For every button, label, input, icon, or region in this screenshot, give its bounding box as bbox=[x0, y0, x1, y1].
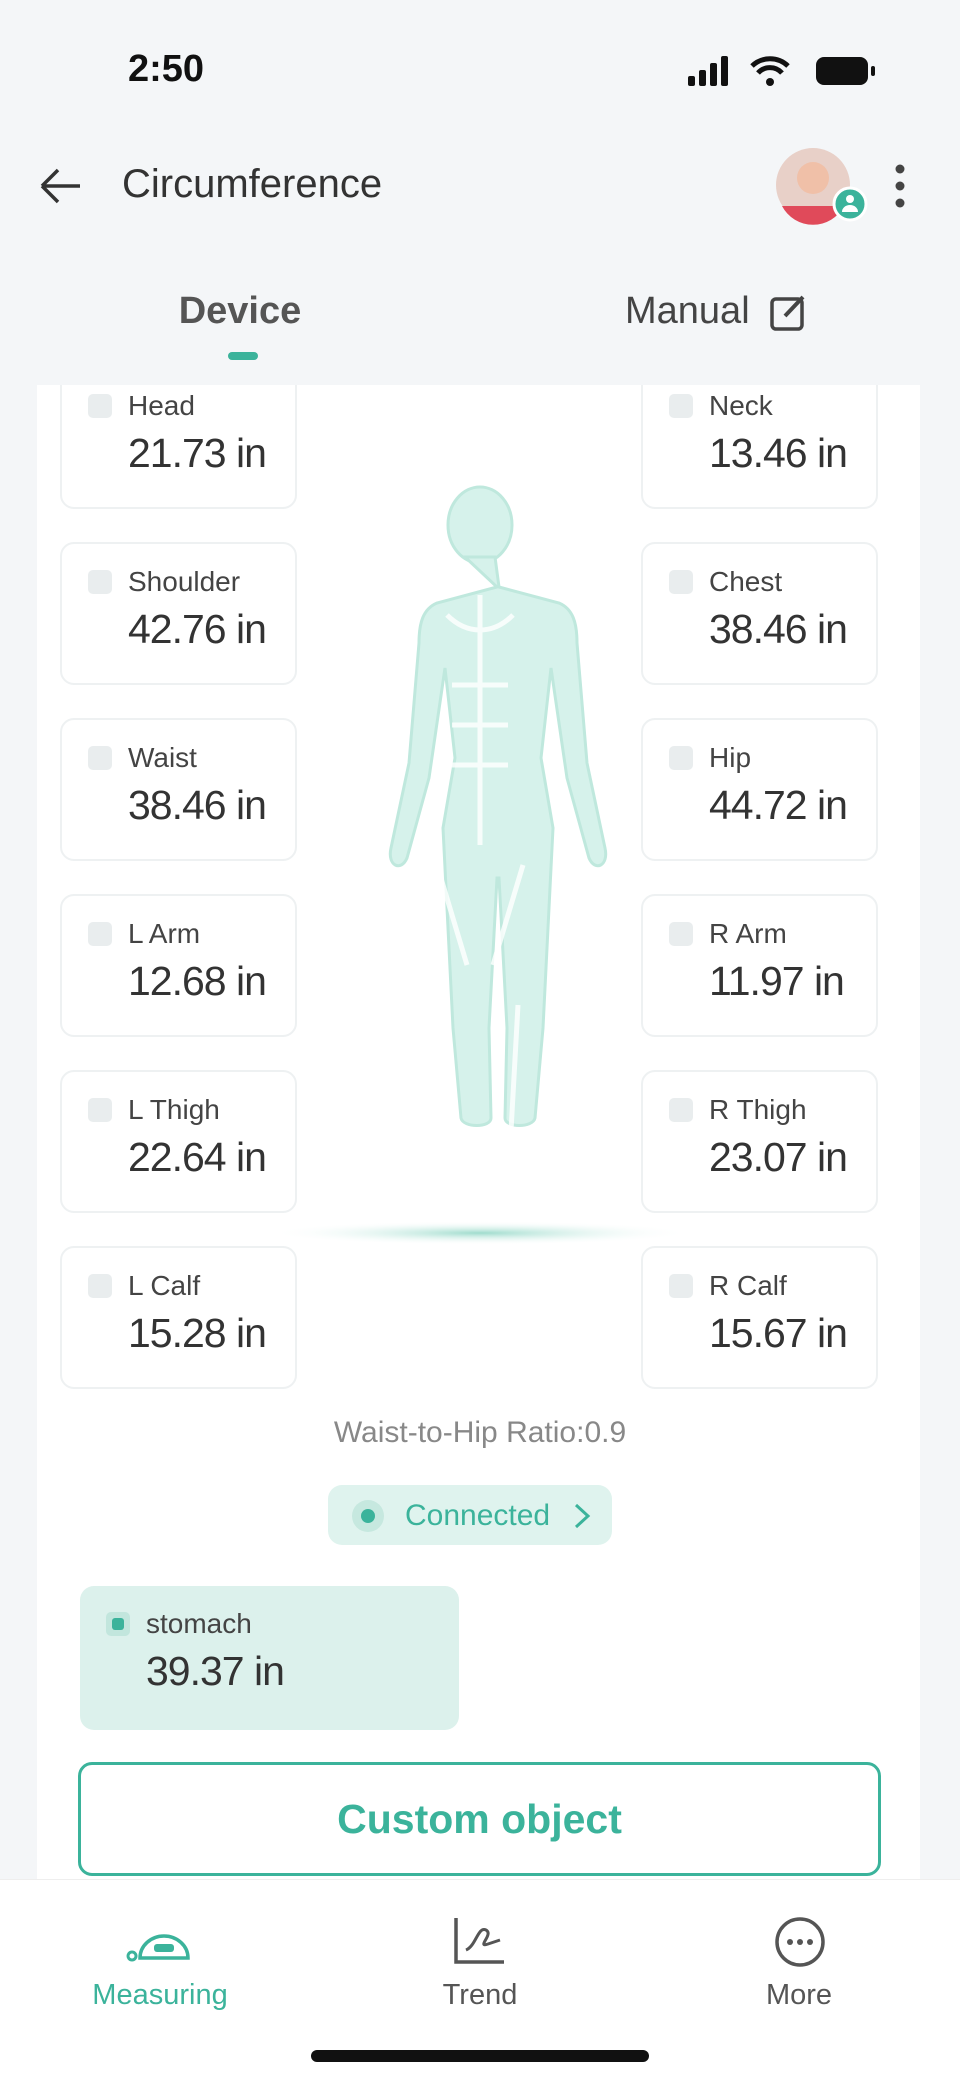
back-button[interactable] bbox=[38, 166, 82, 206]
page-title: Circumference bbox=[122, 162, 383, 206]
measure-value: 11.97 in bbox=[709, 958, 845, 1004]
measuring-icon bbox=[126, 1934, 190, 1962]
connection-pill[interactable]: Connected bbox=[328, 1485, 612, 1545]
measure-value: 22.64 in bbox=[128, 1134, 267, 1180]
measure-card[interactable]: L Calf 15.28 in bbox=[60, 1246, 297, 1389]
measure-card[interactable]: Neck 13.46 in bbox=[641, 385, 878, 509]
measure-panel: Head 21.73 in Neck 13.46 in Shoulder 42.76 in… bbox=[37, 385, 920, 1879]
measure-card[interactable]: R Calf 15.67 in bbox=[641, 1246, 878, 1389]
checkbox[interactable] bbox=[88, 570, 112, 594]
measure-label: L Arm bbox=[128, 918, 201, 949]
checkbox[interactable] bbox=[106, 1612, 130, 1636]
status-icons bbox=[688, 56, 875, 86]
measure-value: 44.72 in bbox=[709, 782, 848, 828]
avatar[interactable] bbox=[774, 146, 874, 228]
measure-label: L Calf bbox=[128, 1270, 201, 1301]
measure-label: Hip bbox=[709, 742, 752, 773]
measure-card[interactable]: Shoulder 42.76 in bbox=[60, 542, 297, 685]
connected-icon bbox=[352, 1500, 384, 1532]
custom-object-button[interactable]: Custom object bbox=[78, 1762, 881, 1876]
measure-card[interactable]: Waist 38.46 in bbox=[60, 718, 297, 861]
tab[interactable]: Device bbox=[178, 290, 302, 332]
measure-label: Head bbox=[128, 390, 195, 421]
tab-indicator bbox=[228, 352, 258, 360]
checkbox[interactable] bbox=[669, 570, 693, 594]
checkbox[interactable] bbox=[88, 1274, 112, 1298]
measure-card[interactable]: L Thigh 22.64 in bbox=[60, 1070, 297, 1213]
nav-item[interactable]: More bbox=[765, 1979, 833, 2011]
measure-label: R Calf bbox=[709, 1270, 787, 1301]
chevron bbox=[574, 1503, 591, 1529]
checkbox[interactable] bbox=[88, 746, 112, 770]
body-figure bbox=[270, 485, 690, 1245]
checkbox[interactable] bbox=[88, 394, 112, 418]
measure-value: 23.07 in bbox=[709, 1134, 848, 1180]
measure-card[interactable]: Head 21.73 in bbox=[60, 385, 297, 509]
measure-label: Waist bbox=[128, 742, 197, 773]
checkbox[interactable] bbox=[669, 394, 693, 418]
tab[interactable]: Manual bbox=[625, 290, 750, 332]
measure-label: L Thigh bbox=[128, 1094, 220, 1125]
measure-value: 38.46 in bbox=[128, 782, 267, 828]
measure-value: 42.76 in bbox=[128, 606, 267, 652]
menu-button[interactable] bbox=[890, 164, 910, 210]
connection-text: Connected bbox=[405, 1499, 551, 1532]
time: 2:50 bbox=[128, 48, 205, 90]
bottom-nav bbox=[0, 1879, 960, 2083]
nav-item[interactable]: Measuring bbox=[92, 1979, 228, 2011]
measure-label: R Thigh bbox=[709, 1094, 807, 1125]
measure-label: stomach bbox=[146, 1608, 252, 1639]
measure-label: Neck bbox=[709, 390, 773, 421]
home-indicator bbox=[311, 2050, 649, 2062]
measure-value: 15.67 in bbox=[709, 1310, 848, 1356]
measure-card[interactable]: Hip 44.72 in bbox=[641, 718, 878, 861]
checkbox[interactable] bbox=[88, 922, 112, 946]
edit-icon bbox=[770, 295, 805, 331]
measure-value: 39.37 in bbox=[146, 1648, 285, 1694]
checkbox[interactable] bbox=[88, 1098, 112, 1122]
custom-card[interactable]: stomach 39.37 in bbox=[80, 1586, 459, 1730]
measure-label: R Arm bbox=[709, 918, 787, 949]
measure-card[interactable]: R Arm 11.97 in bbox=[641, 894, 878, 1037]
measure-value: 21.73 in bbox=[128, 430, 267, 476]
checkbox[interactable] bbox=[669, 922, 693, 946]
measure-card[interactable]: R Thigh 23.07 in bbox=[641, 1070, 878, 1213]
more-icon bbox=[775, 1917, 825, 1967]
checkbox[interactable] bbox=[669, 1274, 693, 1298]
trend-icon bbox=[454, 1918, 504, 1964]
measure-card[interactable]: Chest 38.46 in bbox=[641, 542, 878, 685]
checkbox[interactable] bbox=[669, 746, 693, 770]
measure-value: 12.68 in bbox=[128, 958, 267, 1004]
measure-label: Chest bbox=[709, 566, 783, 597]
measure-label: Shoulder bbox=[128, 566, 241, 597]
measure-value: 13.46 in bbox=[709, 430, 848, 476]
checkbox[interactable] bbox=[669, 1098, 693, 1122]
nav-item[interactable]: Trend bbox=[442, 1979, 518, 2011]
measure-card[interactable]: L Arm 12.68 in bbox=[60, 894, 297, 1037]
measure-value: 38.46 in bbox=[709, 606, 848, 652]
measure-value: 15.28 in bbox=[128, 1310, 267, 1356]
ratio-text: Waist-to-Hip Ratio:0.9 bbox=[333, 1416, 627, 1449]
